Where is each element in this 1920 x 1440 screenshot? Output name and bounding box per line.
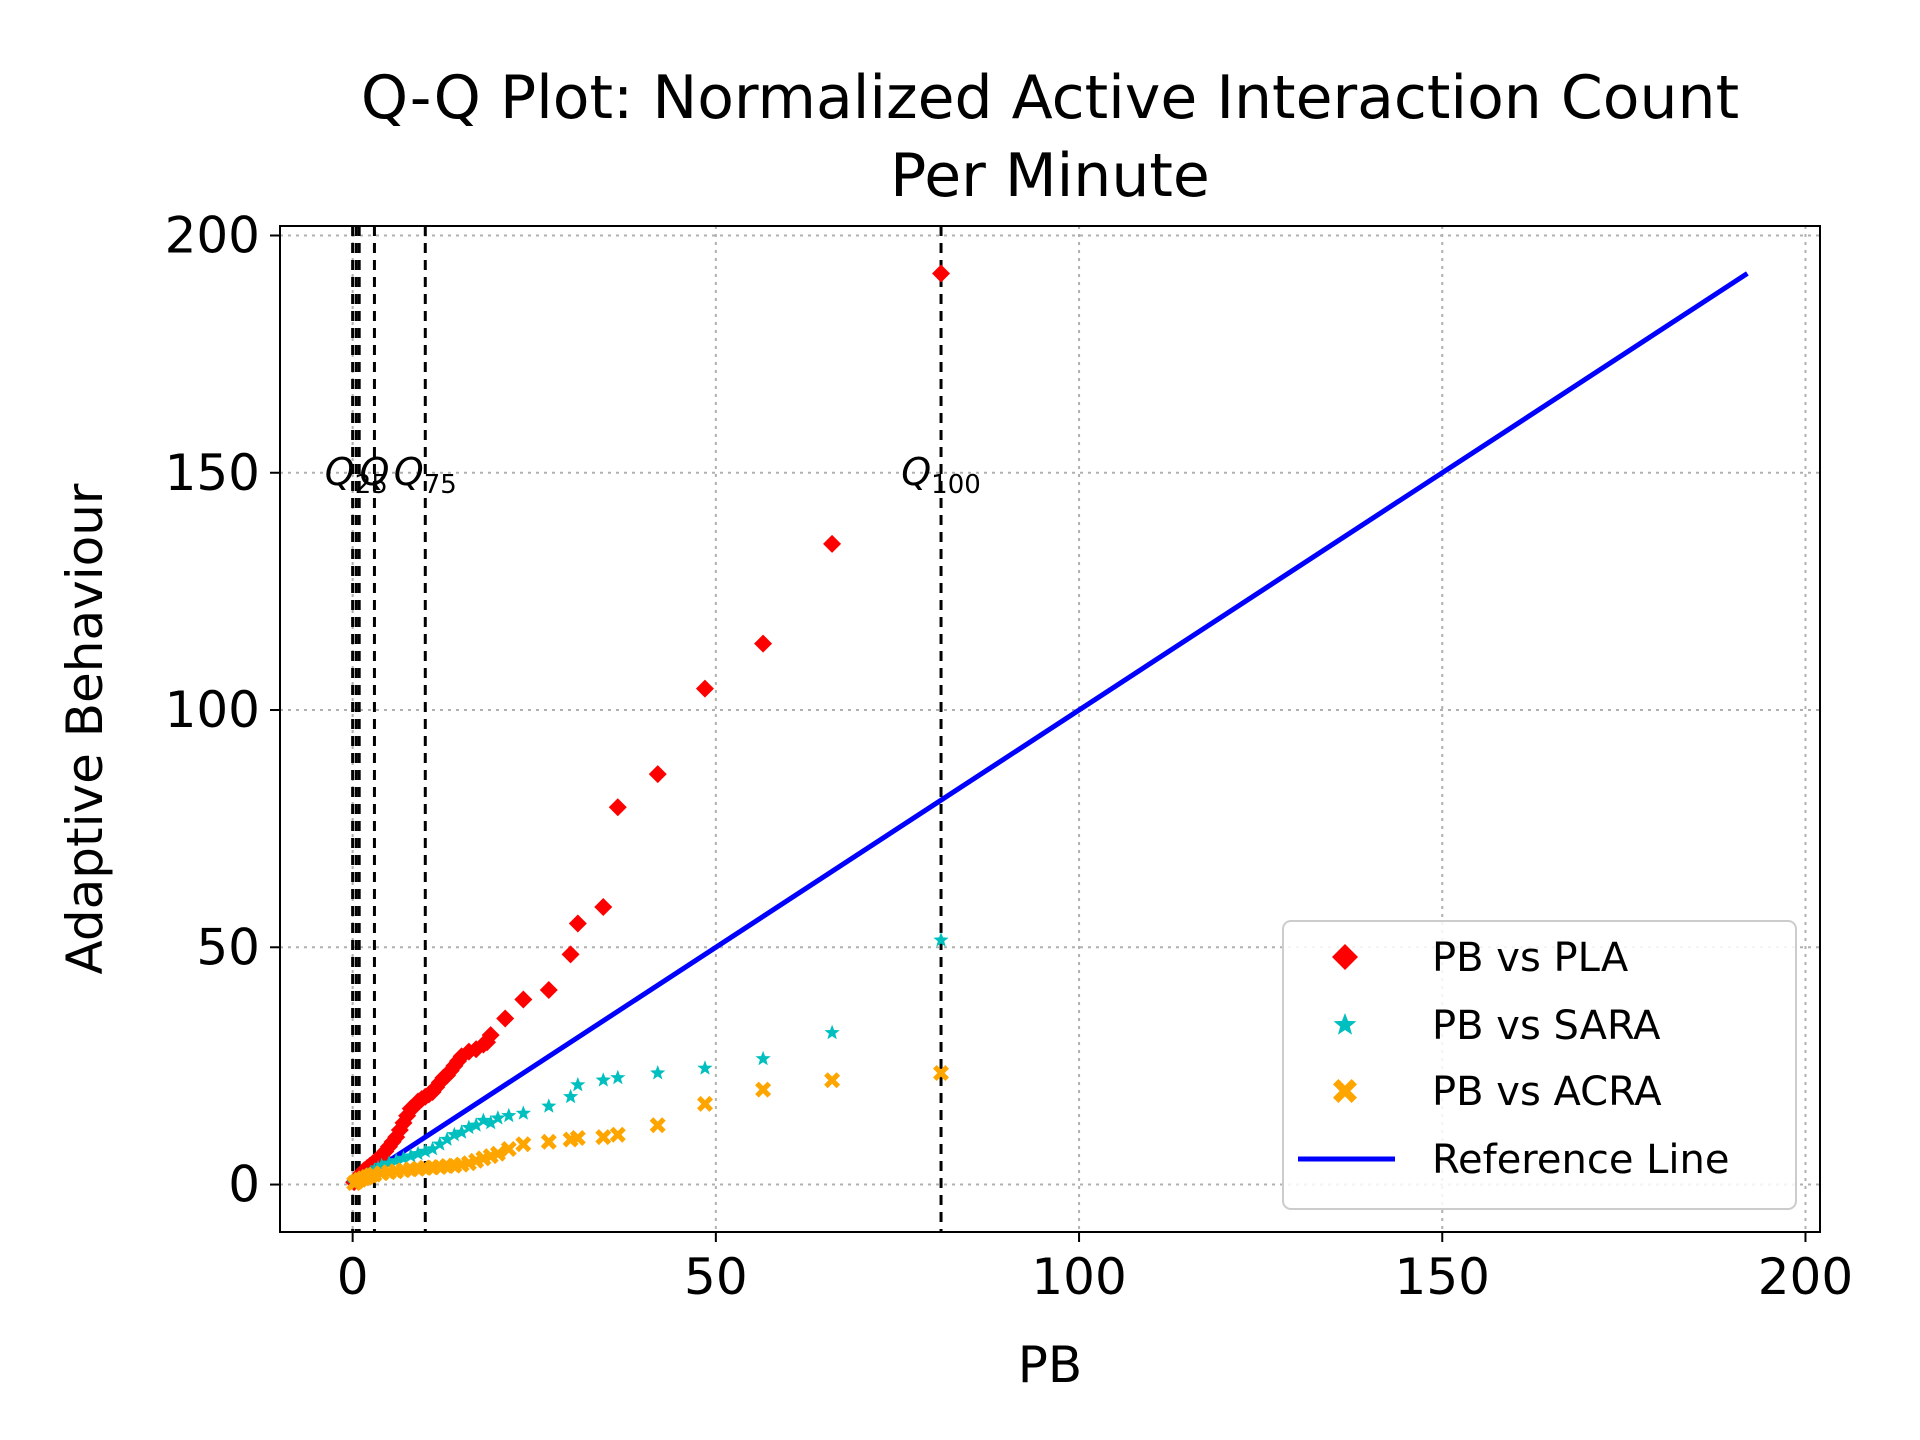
legend-label-pb-vs-acra: PB vs ACRA — [1432, 1069, 1662, 1115]
legend-label-pb-vs-sara: PB vs SARA — [1432, 1003, 1661, 1049]
data-point — [483, 1114, 499, 1130]
data-point — [475, 1112, 491, 1127]
data-point — [410, 1145, 426, 1161]
data-point — [824, 1024, 840, 1040]
data-point — [561, 945, 580, 964]
reference-line — [351, 271, 1749, 1187]
data-point — [439, 1131, 455, 1146]
quantile-label-q50: Q — [359, 450, 389, 494]
data-point — [496, 1009, 515, 1028]
data-point — [568, 914, 587, 933]
data-point — [563, 1088, 579, 1104]
reference-line-group — [351, 271, 1749, 1187]
data-point — [381, 1155, 397, 1170]
data-point — [417, 1143, 433, 1158]
quantile-label-q25: Q25 — [325, 450, 388, 500]
x-tick-label: 50 — [684, 1248, 748, 1306]
data-point — [424, 1141, 441, 1156]
data-point — [650, 1065, 666, 1080]
data-point — [933, 1065, 949, 1081]
data-point — [697, 1095, 713, 1112]
y-tick-label: 200 — [165, 206, 260, 264]
data-point — [595, 1072, 611, 1087]
y-tick-label: 150 — [165, 444, 260, 502]
y-tick-label: 50 — [196, 918, 260, 976]
x-tick-label: 150 — [1395, 1248, 1490, 1306]
y-tick-label: 100 — [165, 681, 260, 739]
data-point — [541, 1098, 557, 1113]
quantile-lines — [351, 226, 943, 1232]
legend-marker-pb-vs-acra — [1333, 1079, 1357, 1103]
x-tick-label: 0 — [337, 1248, 369, 1306]
legend: PB vs PLA PB vs SARA PB vs ACRA Reference L… — [1282, 920, 1797, 1210]
x-tick-label: 200 — [1758, 1248, 1853, 1306]
series-pb-vs-acra — [346, 1065, 949, 1192]
grid-lines — [280, 226, 1820, 1232]
legend-box — [1282, 920, 1797, 1210]
data-point — [569, 1130, 586, 1146]
data-point — [824, 1072, 841, 1089]
data-point — [609, 1126, 626, 1143]
legend-label-reference-line: Reference Line — [1432, 1137, 1730, 1183]
legend-marker-pb-vs-sara — [1333, 1013, 1357, 1035]
data-point — [489, 1145, 506, 1162]
data-point — [540, 1133, 557, 1150]
data-point — [454, 1124, 470, 1139]
data-point — [374, 1157, 390, 1172]
data-point — [501, 1107, 517, 1123]
data-point — [695, 679, 714, 698]
x-tick-label: 100 — [1031, 1248, 1126, 1306]
data-point — [515, 1136, 532, 1153]
data-point — [755, 1081, 772, 1098]
data-point — [594, 897, 613, 916]
data-point — [570, 1076, 586, 1092]
chart-title-line-1: Q-Q Plot: Normalized Active Interaction … — [361, 63, 1739, 133]
data-point — [933, 932, 949, 947]
scatter-series — [345, 264, 951, 1192]
data-point — [610, 1069, 626, 1085]
data-point — [500, 1141, 517, 1157]
data-point — [823, 534, 842, 553]
data-point — [932, 264, 951, 283]
data-point — [539, 980, 558, 999]
data-point — [461, 1119, 477, 1135]
legend-marker-pb-vs-pla — [1332, 944, 1358, 970]
data-point — [697, 1060, 713, 1075]
data-point — [514, 990, 533, 1009]
quantile-label-q100: Q100 — [901, 450, 981, 500]
data-point — [388, 1152, 404, 1168]
data-point — [608, 798, 627, 817]
chart-title-line-2: Per Minute — [890, 141, 1210, 211]
axis-ticks: 0 50 100 150 200 0 50 100 150 200 — [165, 206, 1854, 1306]
data-point — [648, 765, 667, 784]
data-point — [595, 1129, 612, 1146]
data-point — [755, 1050, 771, 1066]
data-point — [754, 634, 773, 653]
data-point — [395, 1150, 412, 1165]
plot-area-frame — [279, 225, 1821, 1233]
data-point — [481, 1026, 500, 1045]
data-point — [468, 1117, 484, 1132]
data-point — [446, 1126, 462, 1142]
data-point — [515, 1105, 531, 1120]
quantile-label-q75: Q75 — [394, 450, 457, 500]
data-point — [432, 1136, 448, 1151]
data-point — [649, 1117, 666, 1134]
data-point — [490, 1110, 506, 1125]
legend-label-pb-vs-pla: PB vs PLA — [1432, 935, 1629, 981]
data-point — [403, 1148, 419, 1163]
y-axis-title: Adaptive Behaviour — [56, 483, 114, 974]
x-axis-title: PB — [1018, 1336, 1082, 1394]
y-tick-label: 0 — [228, 1156, 260, 1214]
